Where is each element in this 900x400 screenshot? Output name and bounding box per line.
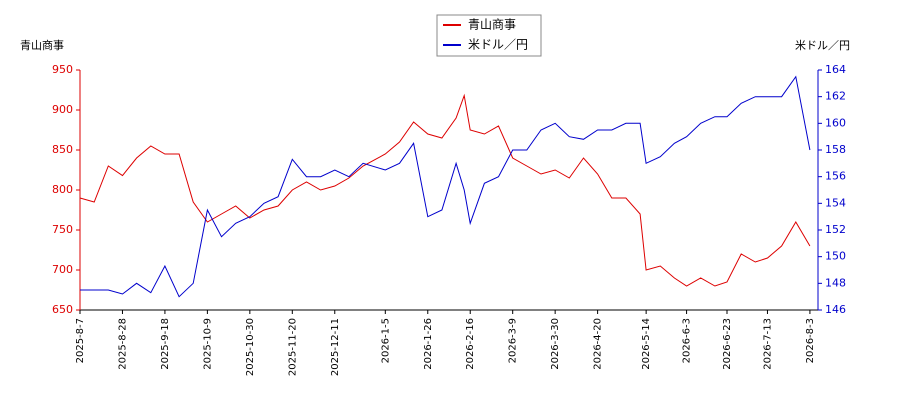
x-tick-label: 2026-3-30 (550, 318, 561, 370)
legend-label: 米ドル／円 (468, 38, 528, 52)
x-tick-label: 2026-6-23 (722, 318, 733, 370)
series-line (79, 93, 811, 287)
x-tick-label: 2026-5-14 (641, 318, 652, 370)
x-tick-label: 2026-1-26 (423, 318, 434, 370)
legend-box (436, 14, 542, 57)
y-tick-label: 850 (52, 143, 73, 156)
x-tick-label: 2026-2-16 (465, 318, 476, 370)
x-tick-label: 2025-12-11 (330, 318, 341, 376)
y2-tick-label: 152 (825, 223, 846, 236)
x-tick-label: 2025-9-18 (160, 318, 171, 370)
y-tick-label: 750 (52, 223, 73, 236)
x-tick-label: 2025-11-20 (287, 318, 298, 376)
x-tick-label: 2026-3-9 (508, 318, 519, 363)
y2-tick-label: 160 (825, 116, 846, 129)
x-tick-label: 2026-8-3 (805, 318, 816, 363)
x-tick-label: 2026-6-3 (682, 318, 693, 363)
y2-tick-label: 164 (825, 63, 846, 76)
legend-label: 青山商事 (468, 17, 516, 32)
x-tick-label: 2026-7-13 (762, 318, 773, 370)
x-tick-label: 2026-1-5 (380, 318, 391, 363)
y2-tick-label: 162 (825, 90, 846, 103)
x-tick-label: 2025-10-30 (245, 318, 256, 376)
y-tick-label: 800 (52, 183, 73, 196)
y-tick-label: 700 (52, 263, 73, 276)
y-tick-label: 950 (52, 63, 73, 76)
y2-tick-label: 150 (825, 250, 846, 263)
x-tick-label: 2025-8-7 (75, 318, 86, 363)
y2-tick-label: 148 (825, 276, 846, 289)
y2-tick-label: 158 (825, 143, 846, 156)
y-tick-label: 900 (52, 103, 73, 116)
series-line (80, 75, 811, 298)
y2-tick-label: 146 (825, 303, 846, 316)
y2-axis-label: 米ドル／円 (795, 39, 850, 52)
x-tick-label: 2026-4-20 (593, 318, 604, 370)
x-tick-label: 2025-10-9 (202, 318, 213, 370)
y-tick-label: 650 (52, 303, 73, 316)
y2-tick-label: 156 (825, 170, 846, 183)
y-axis-label: 青山商事 (20, 38, 64, 52)
y2-tick-label: 154 (825, 196, 846, 209)
x-tick-label: 2025-8-28 (117, 318, 128, 370)
